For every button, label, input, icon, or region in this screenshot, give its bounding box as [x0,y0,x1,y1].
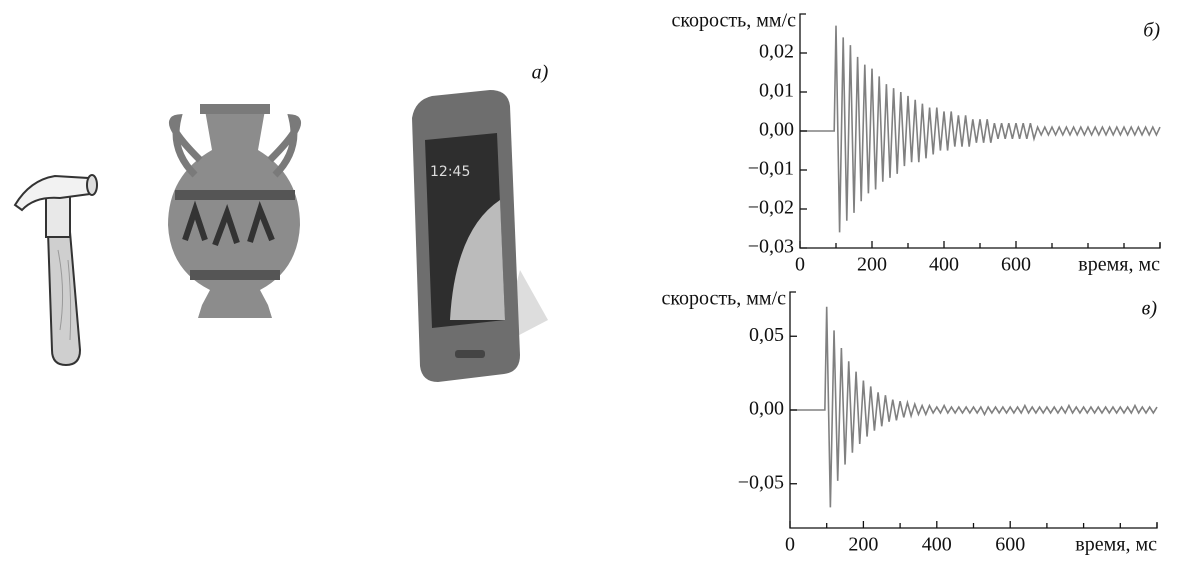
signal-line [800,26,1160,233]
x-axis-label: время, мс [1075,534,1157,556]
x-tick-label: 600 [1001,254,1031,276]
vase-illustration [168,104,300,318]
x-tick-label: 200 [848,534,878,556]
phone-illustration: 12:45 [412,90,548,382]
x-tick-label: 200 [857,254,887,276]
x-tick-label: 600 [995,534,1025,556]
y-tick-label: 0,00 [749,398,784,420]
page: {"panel_label": "а)", "chart_data": [ {"… [0,0,1177,561]
y-axis-label: скорость, мм/с [661,288,786,310]
y-tick-label: −0,02 [748,197,794,219]
phone-clock: 12:45 [430,164,470,180]
x-axis-label: время, мс [1078,254,1160,276]
y-tick-label: −0,03 [748,236,794,258]
hammer-illustration [15,175,97,365]
y-axis-label: скорость, мм/с [671,10,796,32]
y-tick-label: −0,05 [738,471,784,493]
y-tick-label: 0,00 [759,119,794,141]
x-tick-label: 0 [795,254,805,276]
figure: 12:45 а) −0,03 −0,02 −0,01 0,00 0,01 0,02 0 200… [0,0,1177,561]
panel-label: б) [1143,20,1160,42]
signal-line [790,307,1157,508]
y-tick-label: −0,01 [748,158,794,180]
y-tick-label: 0,02 [759,41,794,63]
y-tick-label: 0,05 [749,324,784,346]
y-tick-label: 0,01 [759,80,794,102]
x-tick-label: 400 [929,254,959,276]
x-tick-label: 0 [785,534,795,556]
panel-label: а) [532,62,549,84]
panel-label: в) [1142,298,1158,320]
x-tick-label: 400 [922,534,952,556]
axes [790,292,1157,528]
